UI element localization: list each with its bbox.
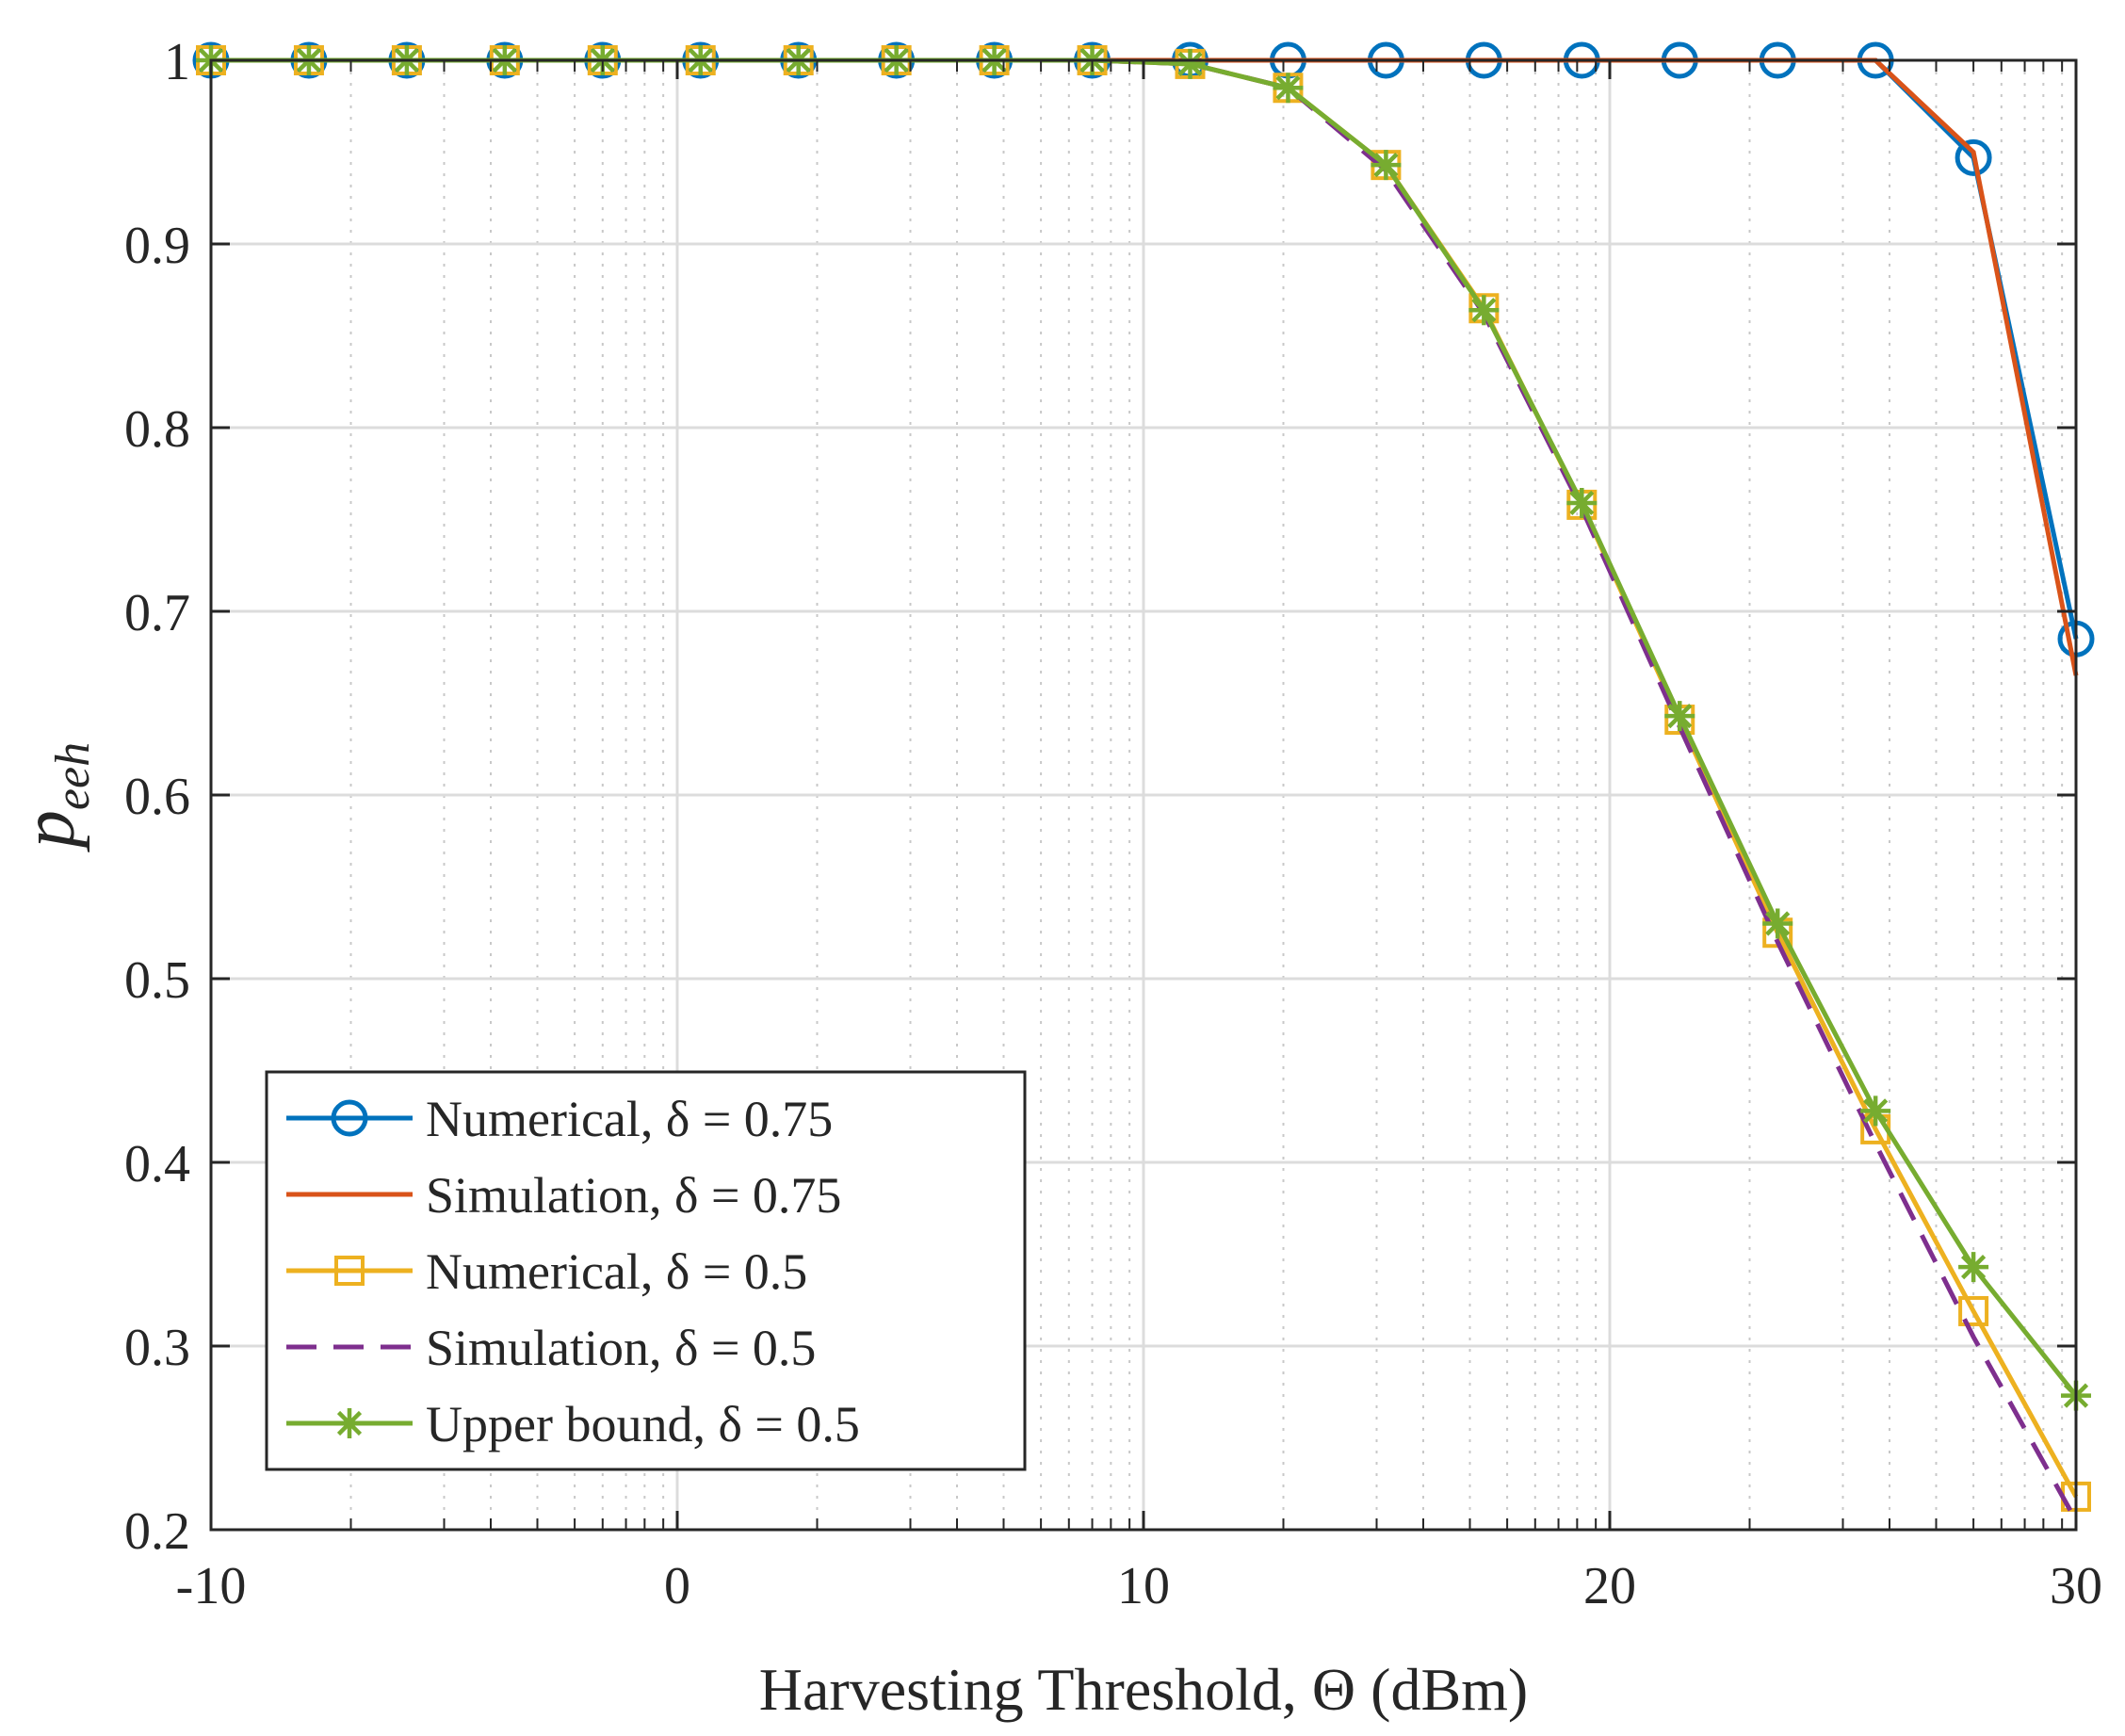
- x-axis-label: Harvesting Threshold, Θ (dBm): [759, 1656, 1528, 1723]
- legend-entry: Numerical, δ = 0.75: [286, 1091, 833, 1147]
- x-tick-label: 30: [2050, 1557, 2102, 1615]
- legend: Numerical, δ = 0.75 Simulation, δ = 0.75 N…: [265, 1070, 1027, 1471]
- legend-label: Simulation, δ = 0.5: [426, 1320, 816, 1376]
- y-tick-label: 0.5: [124, 951, 190, 1010]
- x-tick-label: 0: [664, 1557, 690, 1615]
- ticks: -10 0 10 20 30 0.2 0.3 0.4 0.5 0.6 0.7 0.8 0.9 1: [124, 33, 2102, 1615]
- svg-text:peeh: peeh: [8, 742, 100, 852]
- x-tick-label: -10: [176, 1557, 247, 1615]
- data-point: [1958, 1295, 1989, 1326]
- data-point: [1860, 1095, 1891, 1127]
- legend-entry: Simulation, δ = 0.5: [286, 1320, 816, 1376]
- y-tick-label: 0.7: [124, 584, 190, 642]
- legend-marker: [334, 1256, 365, 1286]
- data-point: [1762, 908, 1793, 939]
- y-tick-label: 0.8: [124, 400, 190, 459]
- y-tick-label: 0.6: [124, 768, 190, 826]
- data-point: [1468, 295, 1500, 326]
- legend-label: Numerical, δ = 0.75: [426, 1091, 833, 1147]
- x-tick-label: 10: [1117, 1557, 1170, 1615]
- legend-marker: [334, 1408, 365, 1438]
- y-tick-label: 0.4: [124, 1135, 190, 1193]
- x-tick-label: 20: [1583, 1557, 1636, 1615]
- y-tick-label: 0.3: [124, 1319, 190, 1377]
- y-tick-label: 0.2: [124, 1502, 190, 1561]
- legend-label: Upper bound, δ = 0.5: [426, 1396, 860, 1452]
- legend-label: Numerical, δ = 0.5: [426, 1243, 807, 1300]
- legend-entry: Upper bound, δ = 0.5: [286, 1396, 860, 1452]
- y-axis-label-sub: eeh: [46, 742, 100, 810]
- data-point: [1664, 701, 1695, 732]
- data-point: [1175, 48, 1206, 79]
- data-point: [1958, 1252, 1989, 1283]
- legend-entry: Simulation, δ = 0.75: [286, 1167, 841, 1224]
- legend-marker: [331, 1099, 368, 1137]
- y-tick-label: 0.9: [124, 217, 190, 275]
- y-tick-label: 1: [164, 33, 190, 91]
- data-point: [1566, 487, 1598, 518]
- data-point: [1273, 73, 1304, 104]
- legend-label: Simulation, δ = 0.75: [426, 1167, 841, 1224]
- legend-entry: Numerical, δ = 0.5: [286, 1243, 807, 1300]
- y-axis-label: peeh: [8, 742, 100, 852]
- data-point: [1371, 150, 1402, 181]
- data-point: [1955, 138, 1992, 176]
- y-axis-label-main: p: [8, 810, 90, 852]
